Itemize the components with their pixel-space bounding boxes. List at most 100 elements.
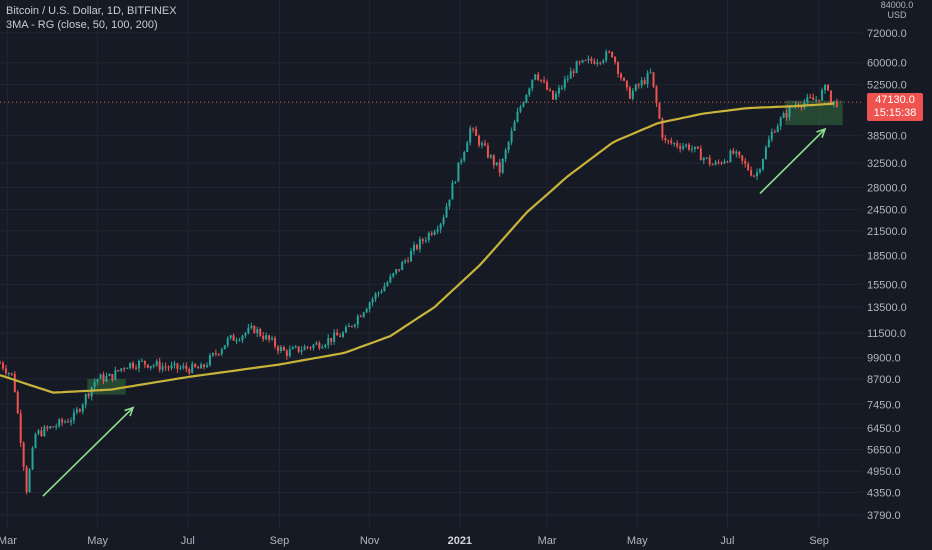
price-tick-label: 3790.0 <box>867 510 901 522</box>
candle-up <box>347 325 350 327</box>
candle-down <box>829 90 832 104</box>
candle-down <box>185 365 188 369</box>
price-tick-label: 52500.0 <box>867 80 907 92</box>
candle-up <box>481 143 484 146</box>
candle-up <box>832 101 835 104</box>
candle-down <box>835 101 838 107</box>
candle-down <box>13 373 16 392</box>
ma-line <box>0 102 834 394</box>
candle-down <box>486 145 489 158</box>
time-tick-label: Jul <box>181 535 195 547</box>
candle-up <box>758 169 761 173</box>
time-tick-label: Mar <box>538 535 557 547</box>
candle-down <box>61 419 64 423</box>
candle-up <box>454 181 457 183</box>
candle-up <box>75 409 78 413</box>
candle-up <box>155 361 158 366</box>
candle-up <box>28 469 31 493</box>
candle-up <box>315 342 318 345</box>
candle-down <box>306 346 309 348</box>
candle-up <box>55 426 58 428</box>
candle-up <box>353 324 356 327</box>
candle-down <box>637 84 640 86</box>
candle-up <box>93 381 96 388</box>
candle-down <box>214 353 217 355</box>
candle-down <box>117 370 120 372</box>
price-tick-label: 8700.0 <box>867 374 901 386</box>
candle-down <box>661 118 664 138</box>
candle-up <box>182 365 185 368</box>
candle-up <box>265 335 268 340</box>
indicator-title[interactable]: 3MA - RG (close, 50, 100, 200) <box>6 19 158 31</box>
candle-down <box>699 148 702 161</box>
candle-up <box>457 162 460 182</box>
candle-down <box>572 71 575 74</box>
candle-up <box>271 338 274 340</box>
candle-down <box>483 143 486 146</box>
candle-down <box>492 155 495 165</box>
chart-legend[interactable]: Bitcoin / U.S. Dollar, 1D, BITFINEX 3MA … <box>6 4 177 32</box>
price-tick-label: 7450.0 <box>867 399 901 411</box>
candle-down <box>551 90 554 100</box>
candle-down <box>741 155 744 161</box>
candle-down <box>670 140 673 144</box>
last-price-tag: 47130.0 15:15:38 <box>867 93 923 121</box>
candle-up <box>673 143 676 145</box>
candle-up <box>288 349 291 357</box>
candle-up <box>256 329 259 334</box>
time-tick-label: May <box>627 535 648 547</box>
candle-down <box>593 61 596 64</box>
price-tick-label: 13500.0 <box>867 302 907 314</box>
candle-up <box>682 146 685 149</box>
candle-up <box>569 71 572 79</box>
candle-down <box>826 84 829 91</box>
candle-up <box>513 122 516 131</box>
candle-up <box>764 147 767 160</box>
candle-up <box>380 291 383 293</box>
candle-up <box>427 232 430 241</box>
candle-up <box>806 97 809 103</box>
candle-up <box>294 346 297 348</box>
candle-up <box>404 260 407 262</box>
last-price-value: 47130.0 <box>875 94 915 106</box>
candle-up <box>392 273 395 277</box>
symbol-title[interactable]: Bitcoin / U.S. Dollar, 1D, BITFINEX <box>6 5 177 17</box>
candle-up <box>205 365 208 367</box>
candle-down <box>268 335 271 340</box>
candle-up <box>469 128 472 143</box>
candle-up <box>344 326 347 333</box>
candle-up <box>120 368 123 371</box>
candle-up <box>566 78 569 80</box>
candle-up <box>581 60 584 63</box>
candle-up <box>714 162 717 165</box>
price-axis[interactable]: 72000.0 60000.0 52500.0 38500.0 32500.0 28000… <box>867 28 907 522</box>
candle-down <box>40 430 43 436</box>
candle-down <box>359 316 362 318</box>
candle-up <box>445 206 448 218</box>
candle-up <box>767 139 770 148</box>
price-tick-label: 38500.0 <box>867 130 907 142</box>
candle-up <box>634 84 637 91</box>
candle-down <box>415 244 418 249</box>
candle-down <box>336 332 339 336</box>
candle-up <box>49 426 52 429</box>
candle-down <box>537 74 540 80</box>
candle-up <box>229 335 232 339</box>
candle-down <box>809 97 812 99</box>
candle-up <box>436 229 439 232</box>
candle-down <box>22 443 25 467</box>
candle-up <box>250 325 253 328</box>
highlight-zones <box>87 100 843 395</box>
candle-up <box>433 231 436 235</box>
candle-down <box>194 363 197 367</box>
time-tick-label: May <box>87 535 108 547</box>
candle-up <box>371 298 374 303</box>
candle-down <box>232 335 235 341</box>
candle-down <box>111 374 114 380</box>
candle-up <box>824 84 827 91</box>
candle-up <box>200 364 203 369</box>
candle-up <box>605 51 608 61</box>
time-axis[interactable]: Mar May Jul Sep Nov 2021 Mar May Jul Sep <box>0 535 829 547</box>
candle-down <box>330 338 333 342</box>
